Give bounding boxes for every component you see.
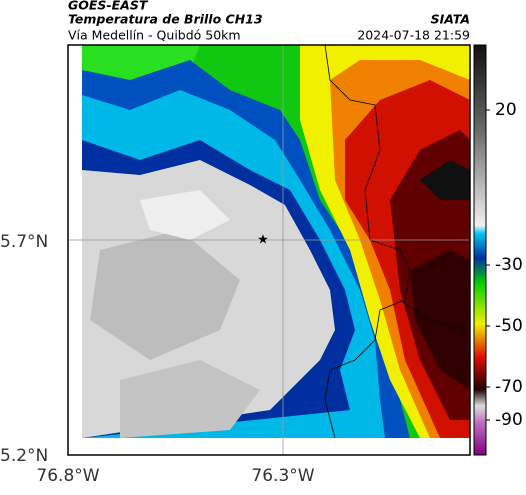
location-marker: ★ (257, 233, 269, 248)
colorbar-label: -30 (495, 255, 523, 275)
satellite-image (82, 45, 470, 438)
map-frame (67, 44, 471, 456)
datetime: 2024-07-18 21:59 (357, 28, 470, 43)
lat-label: 5.7°N (0, 232, 48, 252)
lat-label: 5.2°N (0, 446, 48, 466)
colorbar-ticks: 20 -30 -50 -70 -90 (486, 100, 523, 430)
product: Temperatura de Brillo CH13 (68, 12, 263, 27)
colorbar-label: -50 (495, 316, 523, 336)
lon-label: 76.3°W (251, 466, 314, 486)
source: SIATA (431, 12, 470, 27)
lon-label: 76.8°W (36, 466, 99, 486)
region: Vía Medellín - Quibdó 50km (68, 28, 241, 43)
colorbar-label: 20 (495, 100, 517, 120)
colorbar-label: -90 (495, 410, 523, 430)
satellite: GOES-EAST (68, 0, 149, 13)
colorbar-label: -70 (495, 377, 523, 397)
colorbar (473, 44, 487, 456)
